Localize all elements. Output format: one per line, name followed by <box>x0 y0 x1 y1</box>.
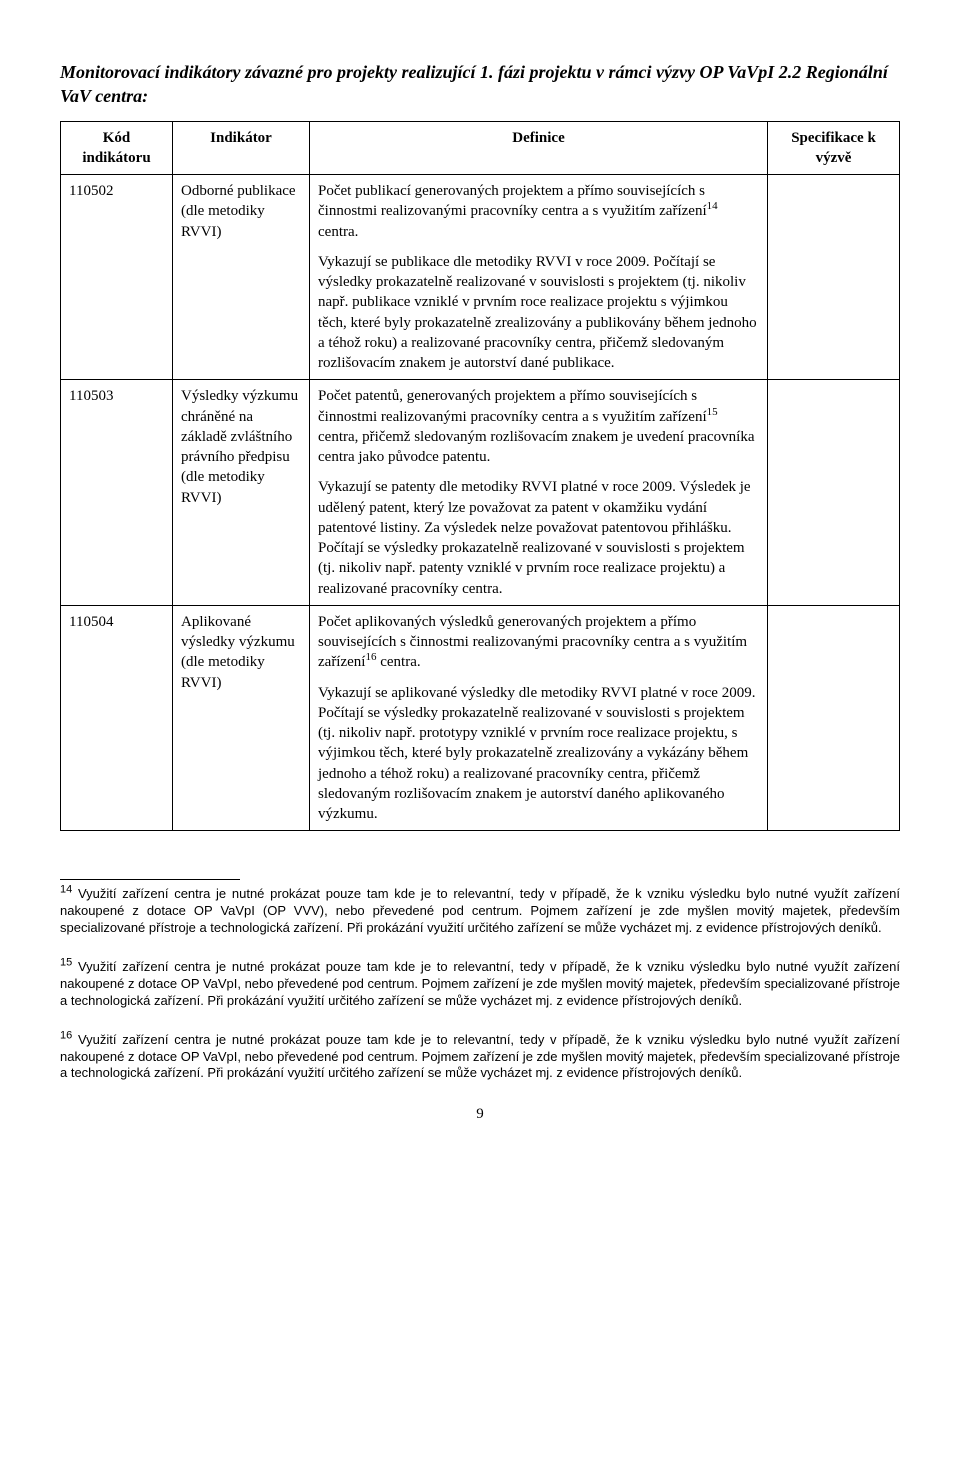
def-text: Počet publikací generovaných projektem a… <box>318 183 707 219</box>
cell-definice: Počet patentů, generovaných projektem a … <box>310 380 768 606</box>
footnote-text: Využití zařízení centra je nutné prokáza… <box>60 886 900 935</box>
cell-kod: 110503 <box>61 380 173 606</box>
page-title: Monitorovací indikátory závazné pro proj… <box>60 60 900 109</box>
footnote-separator <box>60 879 240 880</box>
def-text: Počet patentů, generovaných projektem a … <box>318 388 707 424</box>
def-paragraph: Počet publikací generovaných projektem a… <box>318 181 759 242</box>
header-definice: Definice <box>310 121 768 175</box>
footnote-num: 16 <box>60 1029 72 1041</box>
table-row: 110502 Odborné publikace (dle metodiky R… <box>61 175 900 380</box>
indicators-table: Kód indikátoru Indikátor Definice Specif… <box>60 121 900 832</box>
cell-kod: 110504 <box>61 605 173 831</box>
footnote: 16 Využití zařízení centra je nutné prok… <box>60 1032 900 1083</box>
table-row: 110504 Aplikované výsledky výzkumu (dle … <box>61 605 900 831</box>
footnote: 14 Využití zařízení centra je nutné prok… <box>60 886 900 937</box>
footnote-text: Využití zařízení centra je nutné prokáza… <box>60 959 900 1008</box>
footnote-num: 15 <box>60 957 72 969</box>
cell-kod: 110502 <box>61 175 173 380</box>
cell-specifikace <box>768 175 900 380</box>
def-paragraph: Počet aplikovaných výsledků generovaných… <box>318 612 759 673</box>
cell-definice: Počet publikací generovaných projektem a… <box>310 175 768 380</box>
table-row: 110503 Výsledky výzkumu chráněné na zákl… <box>61 380 900 606</box>
footnote-num: 14 <box>60 884 72 896</box>
table-header-row: Kód indikátoru Indikátor Definice Specif… <box>61 121 900 175</box>
def-paragraph: Vykazují se aplikované výsledky dle meto… <box>318 683 759 825</box>
cell-indikator: Odborné publikace (dle metodiky RVVI) <box>173 175 310 380</box>
def-text: centra. <box>376 654 420 670</box>
def-paragraph: Vykazují se patenty dle metodiky RVVI pl… <box>318 477 759 599</box>
def-text: centra, přičemž sledovaným rozlišovacím … <box>318 429 755 465</box>
cell-specifikace <box>768 605 900 831</box>
header-indikator: Indikátor <box>173 121 310 175</box>
cell-specifikace <box>768 380 900 606</box>
page-number: 9 <box>60 1104 900 1124</box>
def-text: centra. <box>318 224 358 240</box>
footnote-text: Využití zařízení centra je nutné prokáza… <box>60 1032 900 1081</box>
header-specifikace: Specifikace k výzvě <box>768 121 900 175</box>
footnote-ref: 14 <box>707 200 718 212</box>
cell-indikator: Aplikované výsledky výzkumu (dle metodik… <box>173 605 310 831</box>
def-paragraph: Vykazují se publikace dle metodiky RVVI … <box>318 252 759 374</box>
footnote-ref: 15 <box>707 406 718 418</box>
footnote-ref: 16 <box>365 651 376 663</box>
footnote: 15 Využití zařízení centra je nutné prok… <box>60 959 900 1010</box>
def-paragraph: Počet patentů, generovaných projektem a … <box>318 386 759 467</box>
cell-indikator: Výsledky výzkumu chráněné na základě zvl… <box>173 380 310 606</box>
header-kod: Kód indikátoru <box>61 121 173 175</box>
cell-definice: Počet aplikovaných výsledků generovaných… <box>310 605 768 831</box>
